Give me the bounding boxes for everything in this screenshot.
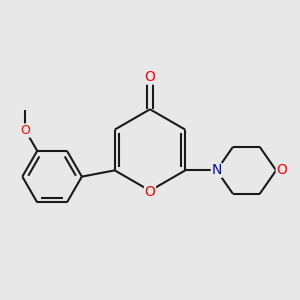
Text: O: O <box>20 124 30 137</box>
Text: O: O <box>145 70 155 84</box>
Text: O: O <box>145 185 155 199</box>
Text: O: O <box>276 164 287 177</box>
Text: N: N <box>212 164 222 177</box>
